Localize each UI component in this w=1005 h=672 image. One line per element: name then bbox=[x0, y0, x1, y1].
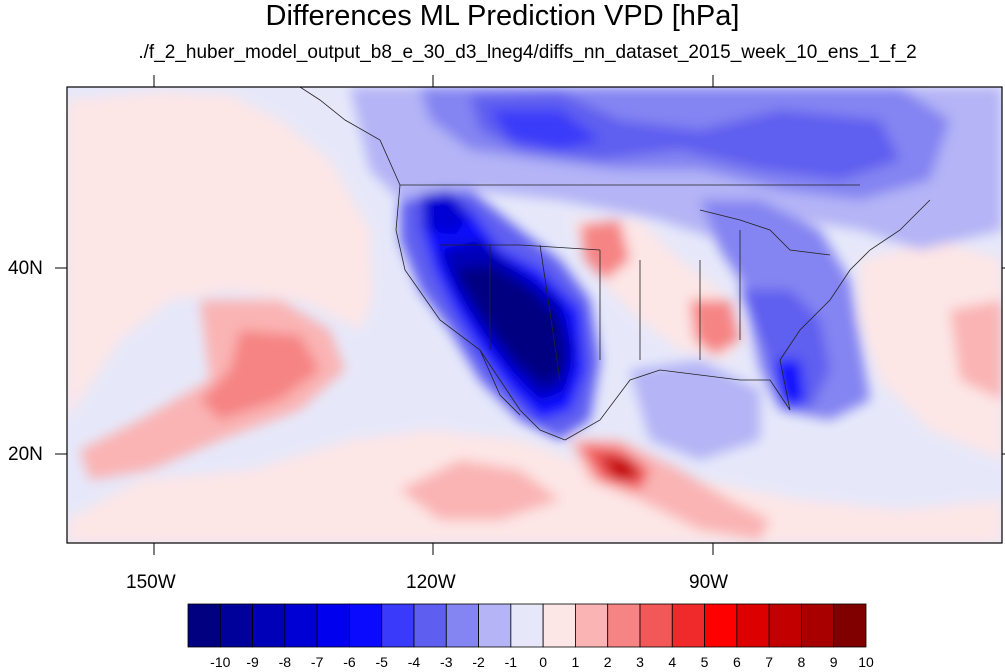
colorbar-tick-label: -7 bbox=[310, 654, 324, 670]
colorbar-tick-label: 9 bbox=[829, 654, 838, 670]
lon-label-90w: 90W bbox=[689, 572, 729, 593]
colorbar-tick-label: -10 bbox=[210, 654, 231, 670]
colorbar-swatch bbox=[704, 603, 738, 648]
colorbar-swatch bbox=[445, 603, 479, 648]
colorbar-tick-label: -6 bbox=[343, 654, 356, 670]
lat-label-40n: 40N bbox=[8, 258, 43, 279]
colorbar-swatch bbox=[219, 603, 253, 648]
colorbar-tick-label: 6 bbox=[732, 654, 741, 670]
colorbar-tick-label: 4 bbox=[668, 654, 677, 670]
colorbar-swatch bbox=[381, 603, 415, 648]
map-frame bbox=[66, 86, 1003, 544]
chart-subtitle: ./f_2_huber_model_output_b8_e_30_d3_lneg… bbox=[138, 42, 917, 63]
coastlines bbox=[299, 87, 931, 441]
colorbar-tick-label: -4 bbox=[407, 654, 421, 670]
colorbar-swatch bbox=[316, 603, 350, 648]
colorbar-swatch bbox=[542, 603, 576, 648]
colorbar-swatch bbox=[349, 603, 383, 648]
colorbar-swatch bbox=[639, 603, 673, 648]
colorbar-swatch bbox=[801, 603, 835, 648]
colorbar-tick-label: 0 bbox=[539, 654, 548, 670]
colorbar-swatch bbox=[510, 603, 544, 648]
colorbar-tick-label: 3 bbox=[636, 654, 644, 670]
colorbar bbox=[187, 603, 867, 648]
colorbar-swatch bbox=[187, 603, 221, 648]
colorbar-tick-label: -8 bbox=[278, 654, 292, 670]
colorbar-tick-label: 1 bbox=[571, 654, 580, 670]
chart-title: Differences ML Prediction VPD [hPa] bbox=[265, 0, 740, 32]
colorbar-swatch bbox=[413, 603, 447, 648]
colorbar-swatch bbox=[575, 603, 609, 648]
colorbar-swatch bbox=[671, 603, 705, 648]
axis-ticks bbox=[55, 75, 1005, 555]
lon-label-120w: 120W bbox=[406, 572, 456, 593]
lon-label-150w: 150W bbox=[126, 572, 176, 593]
colorbar-tick-label: -1 bbox=[504, 654, 518, 670]
colorbar-tick-label: 10 bbox=[858, 654, 874, 670]
colorbar-tick-label: -3 bbox=[440, 654, 453, 670]
colorbar-tick-label: -5 bbox=[375, 654, 388, 670]
colorbar-swatch bbox=[768, 603, 802, 648]
map-field bbox=[67, 87, 1002, 543]
lat-label-20n: 20N bbox=[8, 444, 43, 465]
colorbar-swatch bbox=[478, 603, 512, 648]
colorbar-tick-label: 8 bbox=[797, 654, 806, 670]
colorbar-swatch bbox=[833, 603, 867, 648]
colorbar-tick-label: 2 bbox=[603, 654, 612, 670]
colorbar-tick-label: -2 bbox=[472, 654, 485, 670]
colorbar-swatch bbox=[252, 603, 286, 648]
colorbar-tick-label: -9 bbox=[246, 654, 259, 670]
colorbar-swatch bbox=[284, 603, 318, 648]
colorbar-tick-label: 5 bbox=[700, 654, 709, 670]
colorbar-swatch bbox=[736, 603, 770, 648]
colorbar-tick-label: 7 bbox=[765, 654, 774, 670]
colorbar-swatch bbox=[607, 603, 641, 648]
